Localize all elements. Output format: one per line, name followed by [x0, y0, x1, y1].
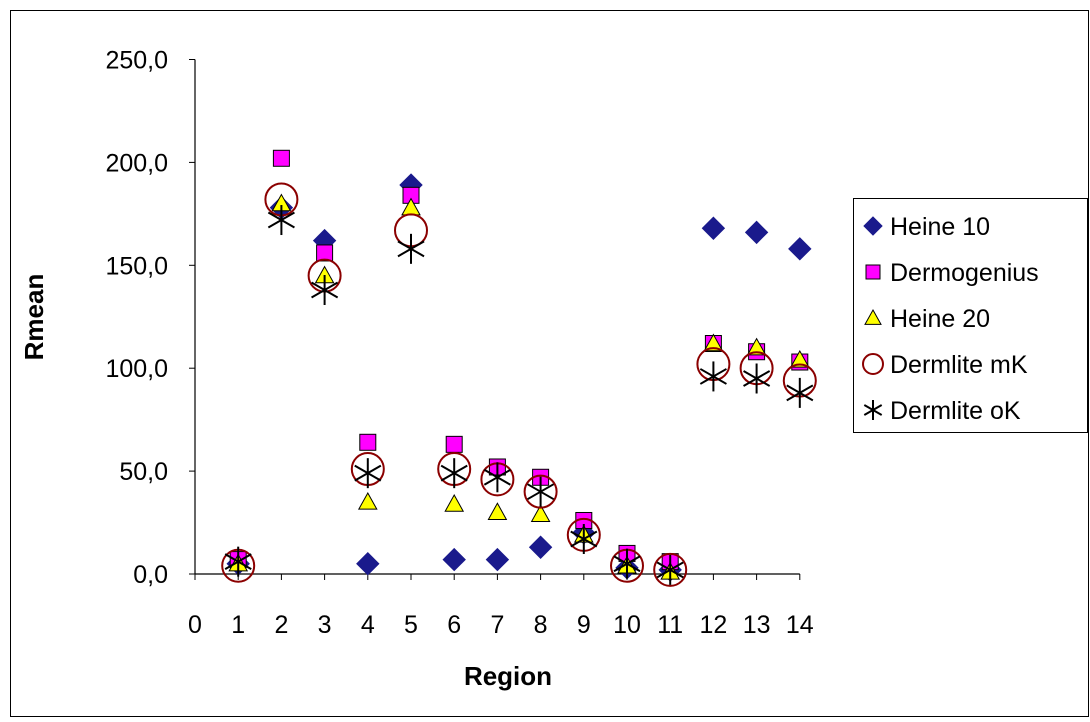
data-point — [440, 458, 468, 489]
data-point — [788, 237, 812, 261]
x-tick-label: 3 — [318, 611, 332, 639]
data-point — [703, 333, 724, 352]
data-point — [224, 546, 252, 577]
data-point — [267, 205, 295, 236]
data-point — [359, 433, 377, 451]
data-point — [397, 233, 425, 264]
data-point — [789, 349, 810, 368]
y-tick-label: 0,0 — [133, 561, 168, 589]
data-point — [653, 552, 688, 587]
x-tick-label: 4 — [361, 611, 375, 639]
data-point — [530, 504, 551, 523]
x-tick-label: 9 — [577, 611, 591, 639]
data-point — [701, 216, 726, 240]
data-point — [357, 491, 378, 510]
data-point — [746, 337, 767, 356]
x-tick-label: 1 — [231, 611, 245, 639]
data-point — [570, 524, 598, 555]
series-dermlite-ok — [224, 205, 814, 585]
data-point — [527, 476, 555, 507]
data-point — [743, 363, 771, 394]
legend-marker-square — [865, 264, 881, 280]
x-tick-label: 10 — [613, 611, 641, 639]
data-point — [744, 220, 769, 245]
data-point — [483, 462, 511, 493]
data-points — [221, 149, 817, 587]
legend-label: Dermogenius — [890, 259, 1039, 287]
x-tick-label: 11 — [657, 611, 683, 639]
y-tick-label: 150,0 — [105, 252, 168, 280]
data-point — [272, 149, 290, 167]
y-tick-label: 100,0 — [105, 355, 168, 383]
data-point — [487, 502, 508, 520]
data-point — [444, 493, 465, 512]
legend-marker-star — [863, 400, 883, 420]
data-point — [786, 377, 814, 408]
legend-label: Dermlite oK — [890, 397, 1021, 425]
data-point — [442, 547, 466, 572]
data-point — [528, 535, 553, 559]
legend-label: Heine 20 — [890, 305, 990, 333]
y-tick-label: 250,0 — [105, 47, 168, 75]
data-point — [356, 552, 380, 576]
x-axis-label: Region — [464, 661, 552, 691]
data-point — [445, 435, 463, 453]
legend-marker-diamond — [863, 216, 883, 236]
legend: Heine 10 Dermogenius Heine 20 Dermlite mK De… — [853, 198, 1088, 433]
y-tick-label: 200,0 — [105, 149, 168, 177]
y-axis-label: Rmean — [19, 274, 49, 361]
data-point — [354, 458, 382, 489]
data-point — [485, 547, 510, 572]
legend-marker-circle — [862, 353, 884, 375]
x-tick-label: 7 — [490, 611, 504, 639]
data-point — [311, 274, 339, 305]
data-point — [523, 474, 558, 509]
tick-labels: 0 1 2 3 4 5 6 7 8 9 10 11 12 13 140,050,0100,0150,0200… — [105, 47, 813, 640]
x-tick-label: 5 — [404, 611, 418, 639]
x-tick-label: 12 — [699, 611, 727, 639]
legend-box — [853, 198, 1088, 433]
x-tick-label: 2 — [274, 611, 288, 639]
legend-marker-triangle — [864, 308, 882, 325]
legend-label: Heine 10 — [890, 213, 990, 241]
data-point — [316, 244, 334, 262]
x-tick-label: 6 — [447, 611, 461, 639]
legend-label: Dermlite mK — [890, 351, 1028, 379]
x-tick-label: 8 — [534, 611, 548, 639]
data-point — [699, 361, 727, 392]
y-tick-label: 50,0 — [119, 458, 168, 486]
x-tick-label: 13 — [743, 611, 771, 639]
data-point — [656, 554, 684, 585]
data-point — [613, 548, 641, 579]
x-tick-label: 0 — [188, 611, 202, 639]
x-tick-label: 14 — [786, 611, 814, 639]
